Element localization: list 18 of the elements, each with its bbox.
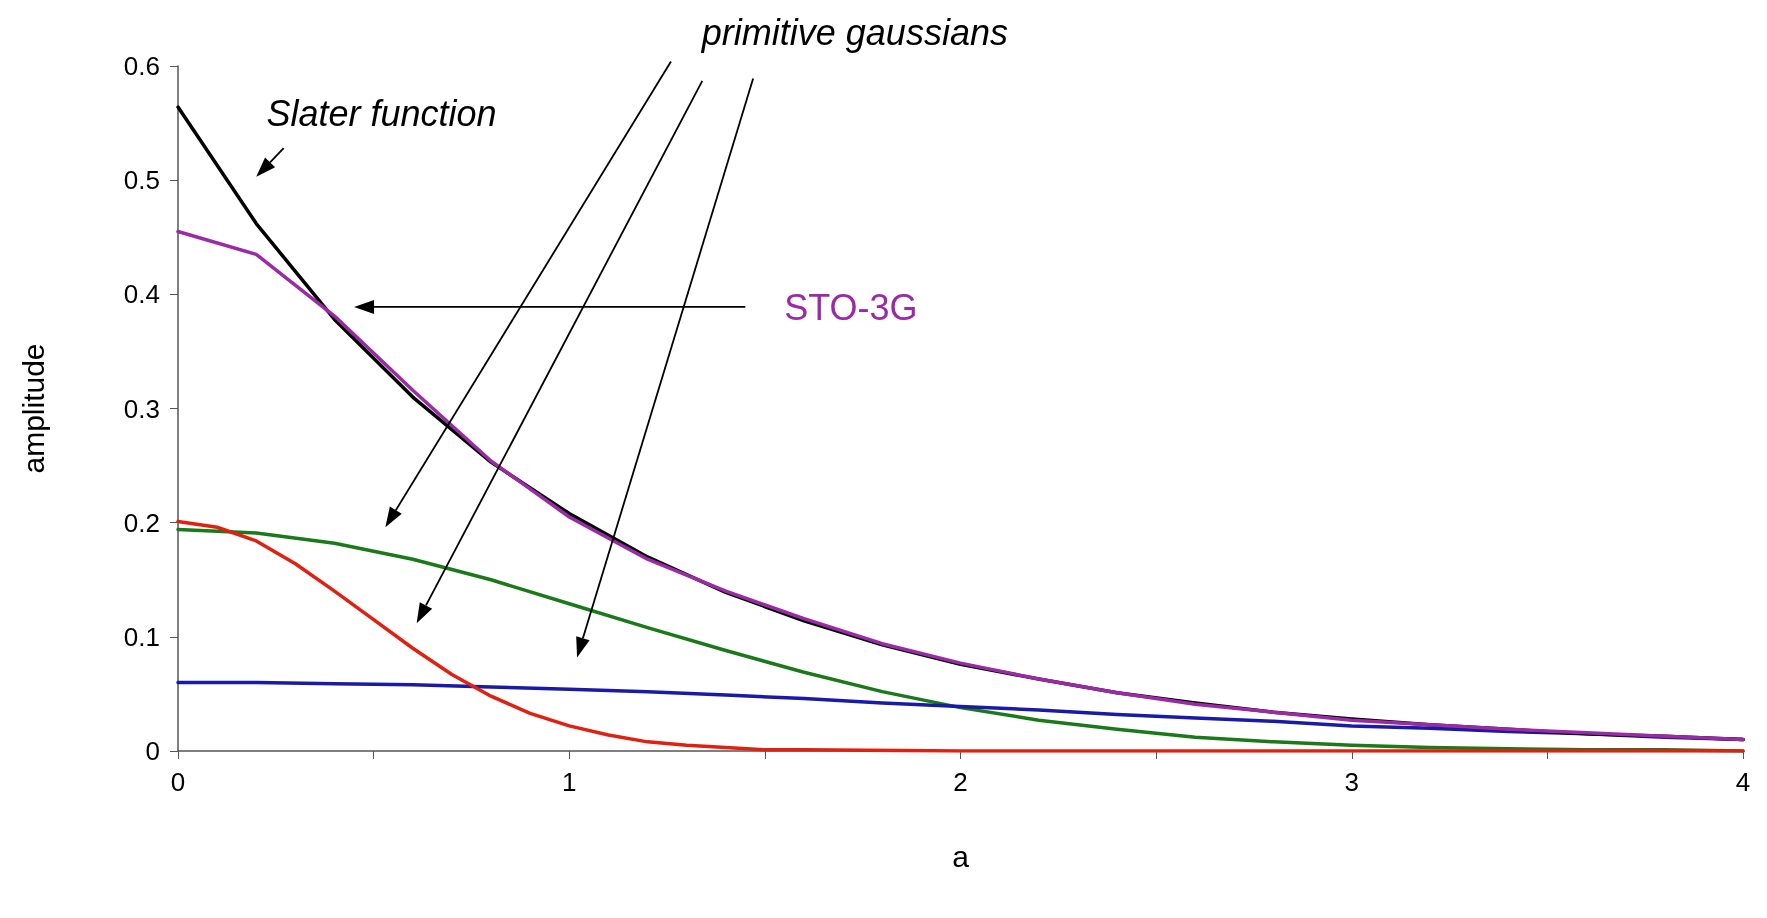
text: primitive gaussians [700,11,1008,53]
x-tick-label: 0 [170,767,186,797]
y-tick-label: 0.5 [123,165,160,196]
y-tick-label: 0.6 [123,51,160,81]
y-tick-label: 0.3 [123,393,160,424]
text: STO-3G [784,286,918,328]
y-tick-label: 0 [145,736,160,766]
x-tick-label: 4 [1735,767,1751,797]
x-axis-title: a [952,839,970,873]
x-tick-label: 3 [1344,767,1359,797]
y-tick-label: 0.4 [123,279,160,310]
y-tick-label: 0.1 [123,621,160,652]
y-tick-label: 0.2 [123,507,160,538]
x-tick-label: 2 [953,767,968,797]
y-axis-title: amplitude [16,343,50,474]
series-label: Slater function [266,92,497,134]
x-tick-label: 1 [562,767,577,797]
line-series [176,229,1745,742]
